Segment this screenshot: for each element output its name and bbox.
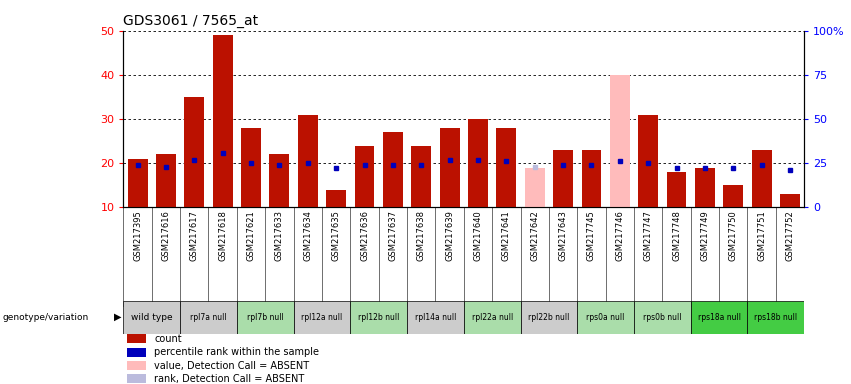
Text: rpl22a null: rpl22a null: [471, 313, 513, 322]
Bar: [180, 301, 237, 334]
Bar: [525, 167, 545, 207]
Text: rpl7b null: rpl7b null: [247, 313, 283, 322]
Bar: [496, 128, 517, 207]
Bar: [270, 154, 289, 207]
Bar: [577, 301, 634, 334]
Bar: [294, 301, 351, 334]
Bar: [351, 301, 407, 334]
Bar: [298, 114, 317, 207]
Bar: [747, 301, 804, 334]
Bar: [723, 185, 743, 207]
Bar: [780, 194, 800, 207]
Bar: [355, 146, 374, 207]
Bar: [638, 114, 658, 207]
Bar: [751, 150, 772, 207]
Text: rps0b null: rps0b null: [643, 313, 682, 322]
Text: rpl22b null: rpl22b null: [528, 313, 569, 322]
Bar: [213, 35, 232, 207]
Bar: [127, 348, 146, 356]
Bar: [127, 334, 146, 343]
Text: rank, Detection Call = ABSENT: rank, Detection Call = ABSENT: [154, 374, 305, 384]
Bar: [156, 154, 176, 207]
Bar: [241, 128, 261, 207]
Text: count: count: [154, 334, 181, 344]
Text: rpl7a null: rpl7a null: [190, 313, 227, 322]
Text: rps18a null: rps18a null: [698, 313, 740, 322]
Bar: [695, 167, 715, 207]
Bar: [468, 119, 488, 207]
Bar: [407, 301, 464, 334]
Text: rpl14a null: rpl14a null: [414, 313, 456, 322]
Text: percentile rank within the sample: percentile rank within the sample: [154, 347, 319, 357]
Text: rpl12b null: rpl12b null: [358, 313, 399, 322]
Text: rpl12a null: rpl12a null: [301, 313, 343, 322]
Bar: [127, 361, 146, 370]
Text: wild type: wild type: [131, 313, 173, 322]
Bar: [123, 301, 180, 334]
Bar: [237, 301, 294, 334]
Text: rps0a null: rps0a null: [586, 313, 625, 322]
Text: rps18b null: rps18b null: [754, 313, 797, 322]
Bar: [581, 150, 602, 207]
Bar: [411, 146, 431, 207]
Text: genotype/variation: genotype/variation: [3, 313, 89, 322]
Bar: [691, 301, 747, 334]
Text: GDS3061 / 7565_at: GDS3061 / 7565_at: [123, 14, 259, 28]
Bar: [440, 128, 460, 207]
Text: value, Detection Call = ABSENT: value, Detection Call = ABSENT: [154, 361, 309, 371]
Bar: [521, 301, 577, 334]
Text: ▶: ▶: [113, 312, 121, 322]
Bar: [326, 190, 346, 207]
Bar: [610, 75, 630, 207]
Bar: [666, 172, 687, 207]
Bar: [383, 132, 403, 207]
Bar: [128, 159, 147, 207]
Bar: [185, 97, 204, 207]
Bar: [464, 301, 521, 334]
Bar: [127, 374, 146, 383]
Bar: [553, 150, 573, 207]
Bar: [634, 301, 691, 334]
